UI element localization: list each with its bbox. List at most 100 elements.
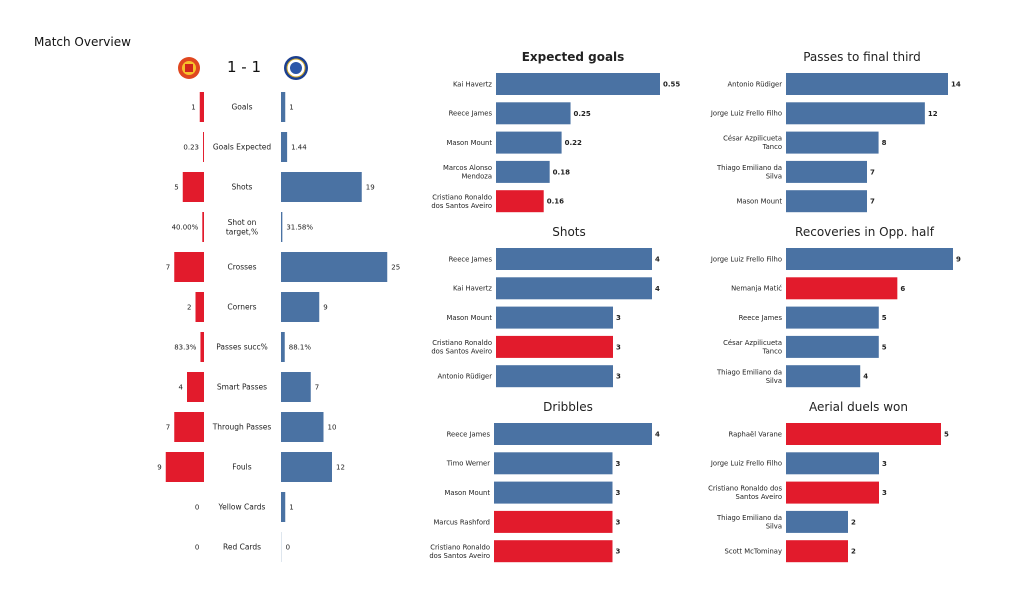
player-label: César Azpilicueta Tanco: [723, 135, 782, 152]
player-label: Thiago Emiliano da Silva: [716, 368, 782, 385]
away-bar: [281, 372, 311, 402]
player-label: Thiago Emiliano da Silva: [716, 164, 782, 181]
player-label: Antonio Rüdiger: [727, 80, 782, 88]
comparison-row: Fouls 9 12: [157, 452, 345, 482]
away-bar: [281, 212, 283, 242]
player-label: Cristiano Ronaldo dos Santos Aveiro: [431, 339, 492, 356]
player-label: Scott McTominay: [725, 548, 782, 556]
bar-row: Jorge Luiz Frello Filho 12: [710, 102, 938, 125]
player-label: Kai Havertz: [453, 80, 492, 88]
comparison-row: Smart Passes 4 7: [179, 372, 319, 402]
value-label: 6: [900, 285, 905, 293]
home-value-label: 40.00%: [172, 223, 199, 231]
bar-row: Thiago Emiliano da Silva 7: [716, 160, 875, 183]
bar: [786, 102, 925, 125]
category-label: Passes succ%: [216, 343, 268, 352]
away-value-label: 7: [315, 383, 319, 391]
bar-row: Thiago Emiliano da Silva 2: [716, 510, 856, 533]
bar: [496, 190, 544, 213]
bar-row: Nemanja Matić 6: [731, 277, 905, 300]
bar: [496, 277, 652, 300]
value-label: 7: [870, 168, 875, 176]
comparison-row: Goals Expected 0.23 1.44: [183, 132, 307, 162]
away-value-label: 19: [366, 183, 375, 191]
bar: [496, 365, 613, 388]
value-label: 3: [882, 460, 887, 468]
value-label: 0.55: [663, 80, 680, 88]
page-title: Match Overview: [34, 35, 131, 49]
bar-row: Antonio Rüdiger 3: [437, 365, 621, 388]
category-label: Goals: [232, 103, 253, 112]
player-label: Cristiano Ronaldo dos Santos Aveiro: [708, 485, 782, 502]
bar-row: Reece James 4: [449, 248, 660, 270]
player-label: Marcos Alonso Mendoza: [443, 164, 492, 181]
score: 1 - 1: [226, 58, 262, 76]
player-label: Reece James: [449, 110, 493, 118]
bar-row: Cristiano Ronaldo dos Santos Aveiro 3: [431, 335, 621, 358]
home-bar: [187, 372, 204, 402]
value-label: 0.18: [553, 168, 570, 176]
value-label: 0.25: [574, 110, 591, 118]
bar: [496, 335, 613, 358]
home-bar: [174, 412, 204, 442]
value-label: 3: [616, 373, 621, 381]
home-value-label: 7: [166, 263, 170, 271]
bar: [494, 452, 613, 475]
away-value-label: 12: [336, 463, 345, 471]
bar: [786, 540, 848, 563]
player-label: Raphaël Varane: [729, 430, 783, 438]
player-label: Jorge Luiz Frello Filho: [710, 110, 782, 118]
value-label: 4: [655, 285, 660, 293]
bar-row: Antonio Rüdiger 14: [727, 73, 961, 95]
bar: [494, 423, 652, 445]
bar-chart-recoveries-in-opp-half: Recoveries in Opp. half Jorge Luiz Frello…: [710, 225, 961, 388]
bar: [786, 248, 953, 270]
player-label: César Azpilicueta Tanco: [723, 339, 782, 356]
bar-row: Cristiano Ronaldo dos Santos Aveiro 3: [429, 540, 621, 563]
home-bar: [195, 292, 204, 322]
bar-row: Mason Mount 0.22: [446, 131, 582, 154]
home-value-label: 0: [195, 543, 199, 551]
bar-row: Mason Mount 3: [446, 306, 621, 329]
chart-title: Passes to final third: [803, 50, 921, 64]
home-value-label: 0.23: [183, 143, 199, 151]
value-label: 4: [863, 373, 868, 381]
home-value-label: 2: [187, 303, 191, 311]
bar-row: Timo Werner 3: [446, 452, 621, 475]
player-label: Jorge Luiz Frello Filho: [710, 255, 782, 263]
value-label: 0.22: [565, 139, 582, 147]
bar: [496, 248, 652, 270]
chart-title: Shots: [552, 225, 586, 239]
home-value-label: 9: [157, 463, 161, 471]
away-value-label: 1: [289, 503, 293, 511]
category-label: Shot on target,%: [226, 218, 258, 236]
bar-row: Marcos Alonso Mendoza 0.18: [443, 160, 570, 183]
bar-row: César Azpilicueta Tanco 5: [723, 335, 887, 358]
home-bar: [182, 172, 204, 202]
bar: [786, 277, 898, 300]
bar-row: Marcus Rashford 3: [433, 510, 621, 533]
player-label: Mason Mount: [736, 198, 782, 206]
home-value-label: 1: [191, 103, 195, 111]
bar-row: César Azpilicueta Tanco 8: [723, 131, 887, 154]
home-value-label: 5: [174, 183, 178, 191]
chart-title: Recoveries in Opp. half: [795, 225, 935, 239]
away-bar: [281, 332, 285, 362]
away-bar: [281, 92, 286, 122]
player-label: Thiago Emiliano da Silva: [716, 514, 782, 531]
bar: [496, 73, 660, 95]
comparison-row: Shots 5 19: [174, 172, 375, 202]
player-label: Reece James: [447, 430, 491, 438]
value-label: 3: [616, 548, 621, 556]
category-label: Yellow Cards: [218, 503, 266, 512]
away-value-label: 10: [328, 423, 337, 431]
value-label: 9: [956, 255, 961, 263]
comparison-row: Passes succ% 83.3% 88.1%: [174, 332, 311, 362]
bar-chart-shots: Shots Reece James 4 Kai Havertz 4 Mason Mount…: [431, 225, 660, 388]
value-label: 3: [616, 489, 621, 497]
bar-row: Mason Mount 7: [736, 190, 875, 213]
